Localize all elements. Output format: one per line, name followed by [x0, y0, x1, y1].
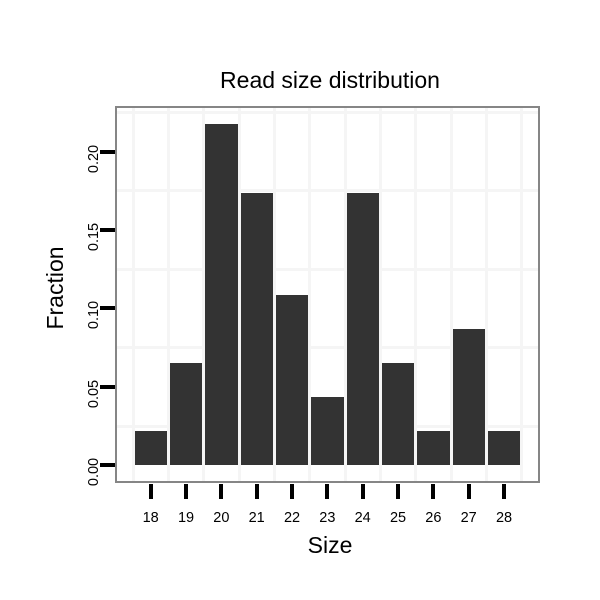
v-gridline	[308, 108, 312, 481]
x-tick	[290, 484, 295, 499]
x-tick-label: 26	[425, 510, 442, 526]
h-gridline	[117, 111, 538, 115]
v-gridline	[414, 108, 418, 481]
y-tick-label: 0.05	[86, 379, 102, 408]
x-tick-label: 22	[283, 510, 301, 526]
bar	[240, 192, 273, 466]
x-tick-label: 24	[354, 510, 371, 526]
y-tick-label: 0.00	[86, 458, 102, 487]
x-axis-label: Size	[307, 532, 353, 558]
x-tick	[254, 484, 259, 499]
bar	[275, 294, 309, 466]
h-gridline	[117, 267, 538, 271]
v-gridline	[202, 108, 206, 481]
x-tick	[396, 484, 401, 499]
v-gridline	[237, 108, 241, 481]
x-tick-label: 23	[319, 510, 336, 526]
y-tick-label: 0.15	[86, 222, 102, 252]
h-gridline	[117, 189, 538, 193]
x-tick-label: 20	[213, 510, 230, 526]
y-tick	[100, 306, 115, 311]
x-tick-label: 18	[142, 510, 159, 526]
x-tick-label: 27	[460, 510, 477, 526]
y-tick	[100, 384, 115, 389]
plot-panel	[115, 106, 540, 483]
x-tick	[431, 484, 436, 499]
y-tick	[100, 463, 115, 468]
x-tick	[466, 484, 471, 499]
x-tick-label: 19	[177, 510, 195, 526]
x-tick	[184, 484, 189, 499]
x-tick	[219, 484, 224, 499]
v-gridline	[484, 108, 488, 481]
h-gridline	[117, 346, 538, 350]
x-tick-label: 25	[389, 510, 407, 526]
v-gridline	[343, 108, 347, 481]
v-gridline	[166, 108, 170, 481]
bar	[134, 431, 167, 466]
x-tick	[325, 484, 330, 499]
bar	[381, 363, 415, 466]
y-tick	[100, 149, 115, 154]
v-gridline	[520, 108, 524, 481]
v-gridline	[131, 108, 135, 481]
y-tick-label: 0.10	[86, 301, 102, 330]
x-tick-label: 28	[495, 510, 513, 526]
v-gridline	[272, 108, 276, 481]
bar	[311, 397, 344, 466]
x-tick	[502, 484, 507, 499]
bar	[205, 124, 238, 466]
bar	[346, 192, 379, 466]
y-tick-label: 0.20	[86, 144, 102, 173]
x-tick-label: 21	[248, 510, 265, 526]
chart-title: Read size distribution	[220, 67, 440, 93]
bar	[417, 431, 450, 466]
v-gridline	[378, 108, 382, 481]
bars-layer	[117, 108, 538, 481]
x-tick	[148, 484, 153, 499]
v-gridline	[449, 108, 453, 481]
y-tick	[100, 228, 115, 233]
bar	[452, 328, 485, 466]
y-axis-label: Fraction	[42, 246, 68, 330]
bar	[487, 431, 521, 466]
bar	[169, 363, 203, 466]
x-tick	[360, 484, 365, 499]
